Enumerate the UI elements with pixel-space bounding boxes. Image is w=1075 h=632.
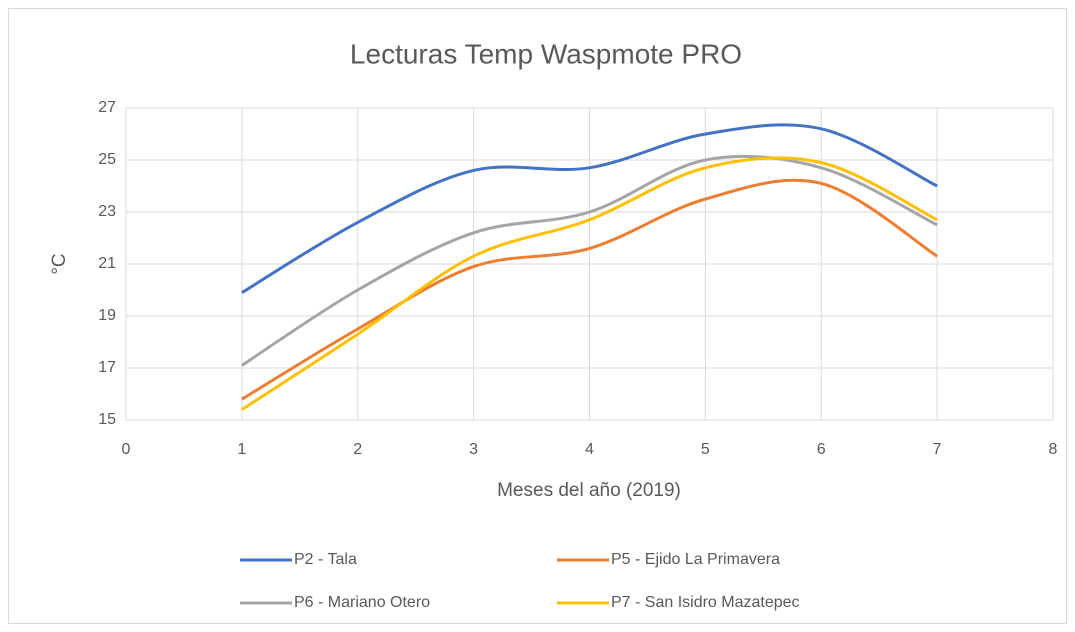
- x-tick-label: 7: [933, 441, 942, 458]
- y-axis-label: °C: [49, 253, 70, 274]
- x-tick-label: 8: [1049, 441, 1058, 458]
- y-tick-label: 25: [98, 151, 116, 168]
- series-line: [241, 178, 938, 401]
- legend-label: P2 - Tala: [294, 551, 357, 568]
- x-tick-label: 6: [817, 441, 826, 458]
- series-line: [241, 154, 938, 367]
- y-tick-label: 17: [98, 359, 116, 376]
- y-tick-label: 19: [98, 307, 116, 324]
- y-tick-label: 23: [98, 203, 116, 220]
- y-tick-label: 15: [98, 411, 116, 428]
- x-axis-label: Meses del año (2019): [497, 480, 681, 501]
- chart-title: Lecturas Temp Waspmote PRO: [350, 38, 742, 69]
- x-tick-label: 3: [469, 441, 478, 458]
- series-line: [241, 156, 938, 411]
- x-tick-label: 1: [237, 441, 246, 458]
- x-tick-label: 0: [122, 441, 131, 458]
- legend-label: P7 - San Isidro Mazatepec: [611, 594, 800, 611]
- x-tick-label: 2: [353, 441, 362, 458]
- x-tick-label: 4: [585, 441, 594, 458]
- legend-label: P5 - Ejido La Primavera: [611, 551, 780, 568]
- series-line: [241, 123, 938, 294]
- x-tick-label: 5: [701, 441, 710, 458]
- y-tick-label: 27: [98, 99, 116, 116]
- legend-label: P6 - Mariano Otero: [294, 594, 430, 611]
- y-tick-label: 21: [98, 255, 116, 272]
